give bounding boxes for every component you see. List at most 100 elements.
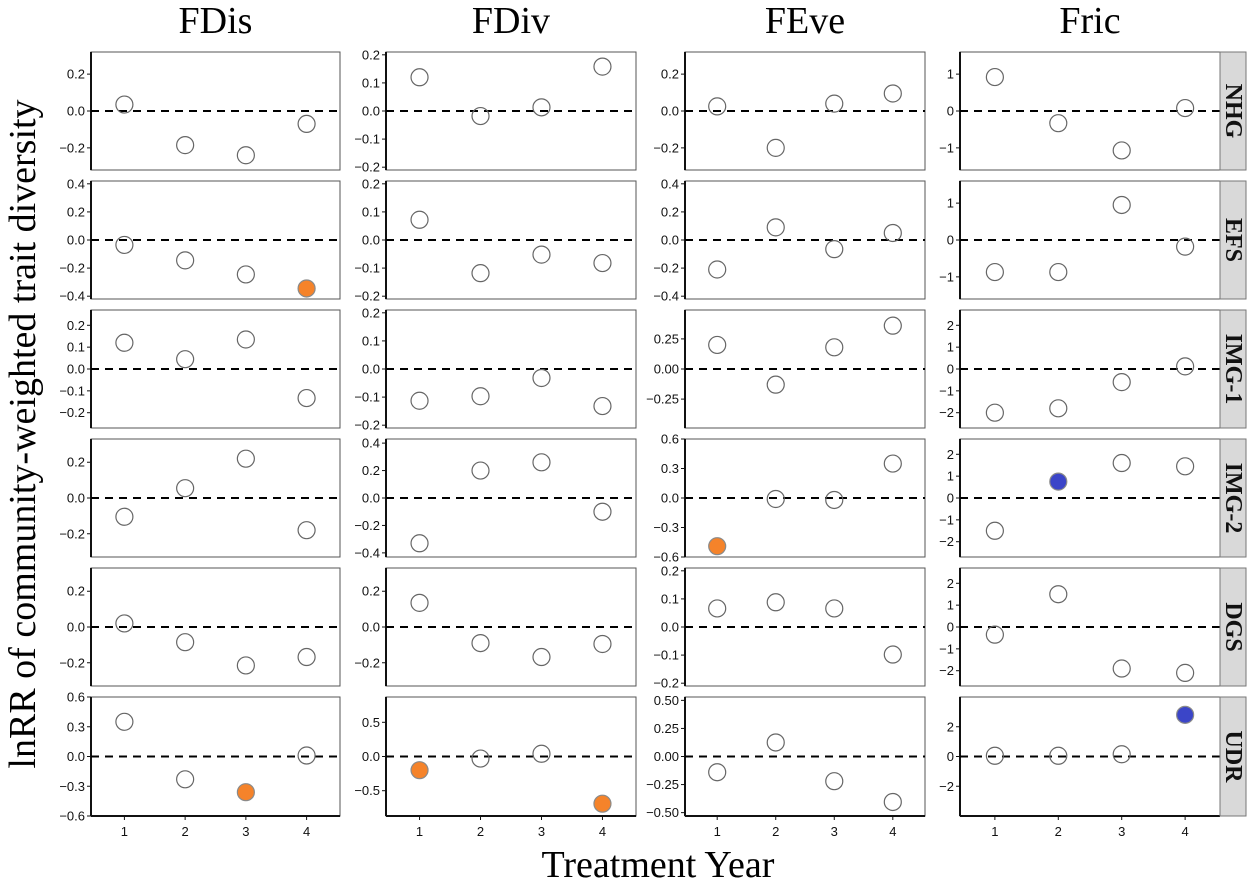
data-point — [985, 262, 1004, 282]
y-tick-label: −0.2 — [59, 405, 85, 420]
y-tick-label: −0.2 — [59, 526, 85, 541]
data-point — [1112, 373, 1131, 392]
x-tick-label: 2 — [477, 824, 484, 839]
y-tick-label: 0 — [947, 104, 954, 119]
y-tick-label: −0.2 — [354, 418, 380, 433]
strip-label: EFS — [1220, 218, 1246, 262]
panel-frame — [385, 696, 637, 817]
y-tick-label: 0.0 — [661, 104, 679, 119]
y-tick-label: 0.50 — [654, 693, 679, 708]
panel-frame — [385, 51, 637, 171]
data-point — [236, 146, 255, 165]
y-tick-label: −0.4 — [59, 289, 85, 304]
y-tick-label: 0.3 — [67, 719, 85, 734]
y-tick-label: −0.3 — [59, 779, 85, 794]
y-tick-label: 0.6 — [661, 432, 679, 447]
y-tick-label: −0.2 — [354, 160, 380, 175]
data-point — [708, 335, 727, 355]
strip-label: NHG — [1220, 84, 1246, 139]
row-strip-nhg: NHG — [1219, 51, 1247, 171]
y-tick-label: 0.2 — [67, 584, 85, 599]
panel-nhg-fdis: −0.2 0.0 0.2 — [59, 51, 341, 171]
data-point-significant-positive — [1049, 472, 1068, 491]
data-point — [1112, 141, 1131, 160]
y-tick-label: 2 — [947, 576, 954, 591]
y-tick-label: 0.0 — [67, 491, 85, 506]
y-axis-title: lnRR of community-weighted trait diversi… — [2, 99, 44, 768]
y-tick-label: 0.4 — [661, 176, 679, 191]
panel-efs-fdiv: −0.2 −0.1 0.0 0.1 0.2 — [354, 176, 637, 304]
y-tick-label: −0.6 — [653, 550, 679, 565]
y-tick-label: −0.25 — [646, 777, 679, 792]
data-point — [985, 746, 1004, 765]
y-tick-label: 0.1 — [362, 75, 380, 90]
data-point — [593, 634, 612, 654]
data-point — [1049, 585, 1068, 604]
panel-frame — [90, 51, 341, 171]
data-point — [708, 763, 727, 782]
y-tick-label: 0.0 — [67, 362, 85, 377]
data-point — [176, 251, 195, 270]
data-point — [766, 489, 785, 509]
data-point — [471, 633, 490, 653]
y-tick-label: 0.0 — [362, 233, 380, 248]
y-tick-label: 0.4 — [362, 436, 380, 451]
y-tick-label: −0.2 — [653, 140, 679, 155]
y-tick-label: −2 — [939, 779, 954, 794]
panel-udr-feve: −0.50 −0.25 0.00 0.25 0.50 1 2 3 4 — [646, 693, 926, 839]
x-tick-label: 4 — [303, 824, 310, 839]
y-tick-label: 0.2 — [67, 455, 85, 470]
data-point — [766, 138, 785, 157]
y-tick-label: −0.50 — [646, 805, 679, 820]
y-tick-label: 0.0 — [67, 620, 85, 635]
data-point — [115, 235, 134, 255]
y-tick-label: 0.0 — [661, 491, 679, 506]
y-tick-label: −0.4 — [653, 289, 679, 304]
strip-label: IMG-2 — [1220, 463, 1246, 534]
data-point — [176, 770, 195, 789]
data-point — [985, 521, 1004, 540]
y-tick-label: 0 — [947, 491, 954, 506]
y-tick-label: −0.1 — [354, 390, 380, 405]
data-point — [236, 656, 255, 675]
panel-img-2-fdiv: −0.4 −0.2 0.0 0.2 0.4 — [354, 436, 637, 560]
data-point — [297, 746, 316, 765]
row-strip-img-1: IMG-1 — [1219, 309, 1247, 429]
panel-img-1-fdis: −0.2 −0.1 0.0 0.1 0.2 — [59, 309, 341, 429]
column-title-fdiv: FDiv — [472, 0, 550, 42]
data-point-significant-negative — [297, 279, 316, 298]
y-tick-label: 0.25 — [654, 331, 679, 346]
y-tick-label: −0.3 — [653, 520, 679, 535]
data-point — [825, 490, 844, 510]
y-tick-label: −0.4 — [354, 545, 380, 560]
data-point — [297, 647, 316, 667]
data-point — [471, 106, 490, 126]
panel-img-2-fric: −2 −1 0 1 2 — [939, 438, 1221, 558]
data-point — [766, 593, 785, 612]
data-point — [297, 388, 316, 408]
data-point — [1049, 746, 1068, 765]
y-tick-label: 0.25 — [654, 721, 679, 736]
panel-frame — [385, 567, 637, 687]
y-tick-label: 0.00 — [654, 362, 679, 377]
x-tick-label: 4 — [1182, 824, 1189, 839]
panel-udr-fdiv: −0.5 0.0 0.5 1 2 3 4 — [354, 696, 637, 839]
data-point — [708, 97, 727, 116]
y-tick-label: −0.1 — [354, 261, 380, 276]
y-tick-label: 0.1 — [661, 591, 679, 606]
data-point — [471, 461, 490, 480]
y-tick-label: 0.2 — [661, 204, 679, 219]
panel-dgs-fdis: −0.2 0.0 0.2 — [59, 567, 341, 687]
data-point — [1112, 453, 1131, 473]
x-tick-label: 1 — [416, 824, 423, 839]
data-point — [1176, 237, 1195, 256]
data-point — [766, 733, 785, 752]
data-point — [825, 772, 844, 791]
data-point-significant-negative — [410, 761, 429, 780]
y-tick-label: 0.0 — [362, 749, 380, 764]
column-titles: FDis FDiv FEve Fric — [179, 0, 1121, 42]
column-title-fric: Fric — [1059, 0, 1120, 42]
data-point — [532, 98, 551, 117]
data-point — [176, 633, 195, 652]
y-tick-label: 0.6 — [67, 690, 85, 705]
